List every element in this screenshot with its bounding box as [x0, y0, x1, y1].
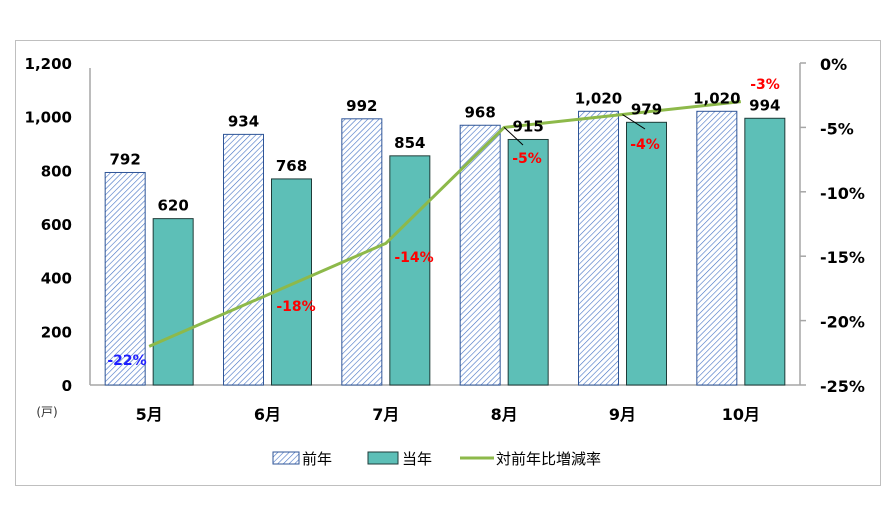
y-axis-tick-label: 400	[41, 270, 72, 288]
y-axis-tick-label: 1,200	[25, 55, 72, 73]
bar-current-year	[626, 121, 667, 386]
bar-value-label: 968	[465, 103, 496, 121]
bar-current-year	[507, 138, 549, 386]
bar-value-label: 979	[631, 100, 662, 118]
bar-current-year	[271, 178, 312, 386]
bar-current-year	[152, 218, 194, 386]
svg-text:当年: 当年	[402, 450, 432, 468]
rate-value-label: -5%	[512, 151, 542, 167]
bar-value-label: 768	[276, 157, 307, 175]
rate-value-label: -14%	[394, 250, 433, 266]
bar-value-label: 792	[110, 150, 141, 168]
legend: 前年 当年 対前年比増減率	[272, 450, 601, 468]
bar-previous-year	[341, 118, 383, 386]
x-axis-category-label: 10月	[722, 405, 760, 424]
y-axis-tick-label: 800	[41, 162, 72, 180]
bar-value-label: 620	[158, 197, 189, 215]
y2-axis-tick-label: 0%	[820, 55, 847, 74]
bar-previous-year	[459, 124, 501, 386]
axes: 0 200 400 600 800 1,000 1,200 (戸) -25% -20% -15% -1…	[25, 55, 865, 424]
bar-previous-year	[223, 133, 264, 386]
rate-line	[148, 100, 741, 348]
y-axis-tick-label: 200	[41, 323, 72, 341]
bar-value-label: 915	[513, 117, 544, 135]
x-axis-category-label: 6月	[254, 405, 281, 424]
bar-previous-year	[104, 171, 146, 386]
x-axis-category-label: 5月	[136, 405, 163, 424]
legend-item-previous-year: 前年	[272, 450, 332, 468]
rate-line-path	[148, 100, 741, 348]
bar-current-year	[744, 117, 786, 386]
svg-text:対前年比増減率: 対前年比増減率	[496, 450, 601, 468]
x-axis-category-label: 9月	[609, 405, 636, 424]
bar-value-label: 1,020	[693, 89, 740, 107]
rate-value-label: -22%	[107, 353, 146, 369]
y-axis-tick-label: 0	[62, 377, 72, 395]
rate-value-label: -3%	[750, 77, 780, 93]
y2-axis-tick-label: -15%	[820, 248, 865, 267]
y-axis-tick-label: 1,000	[25, 109, 72, 127]
svg-text:前年: 前年	[302, 450, 332, 468]
bar-current-year	[389, 155, 431, 386]
bar-previous-year	[578, 110, 619, 386]
bar-value-label: 934	[228, 112, 259, 130]
y2-axis-tick-label: -10%	[820, 184, 865, 203]
bar-value-label: 994	[749, 96, 780, 114]
y-axis-unit-label: (戸)	[36, 405, 57, 419]
legend-item-current-year: 当年	[367, 450, 432, 468]
y2-axis-tick-label: -5%	[820, 119, 854, 138]
bar-value-label: 992	[346, 97, 377, 115]
bar-value-label: 1,020	[575, 89, 622, 107]
y2-axis-tick-label: -20%	[820, 313, 865, 332]
chart-frame	[15, 40, 881, 486]
bar-value-label: 854	[394, 134, 425, 152]
x-axis-category-label: 7月	[372, 405, 399, 424]
rate-value-label: -18%	[276, 299, 315, 315]
bar-previous-year	[696, 110, 738, 386]
y2-axis-tick-label: -25%	[820, 377, 865, 396]
rate-value-label: -4%	[630, 137, 660, 153]
bars	[104, 110, 786, 386]
x-axis-category-label: 8月	[491, 405, 518, 424]
legend-item-rate: 対前年比増減率	[460, 450, 601, 468]
y-axis-tick-label: 600	[41, 216, 72, 234]
data-labels: 792 620 934 768 992 854 968 915 1,020 979 1,020 994…	[107, 77, 780, 369]
